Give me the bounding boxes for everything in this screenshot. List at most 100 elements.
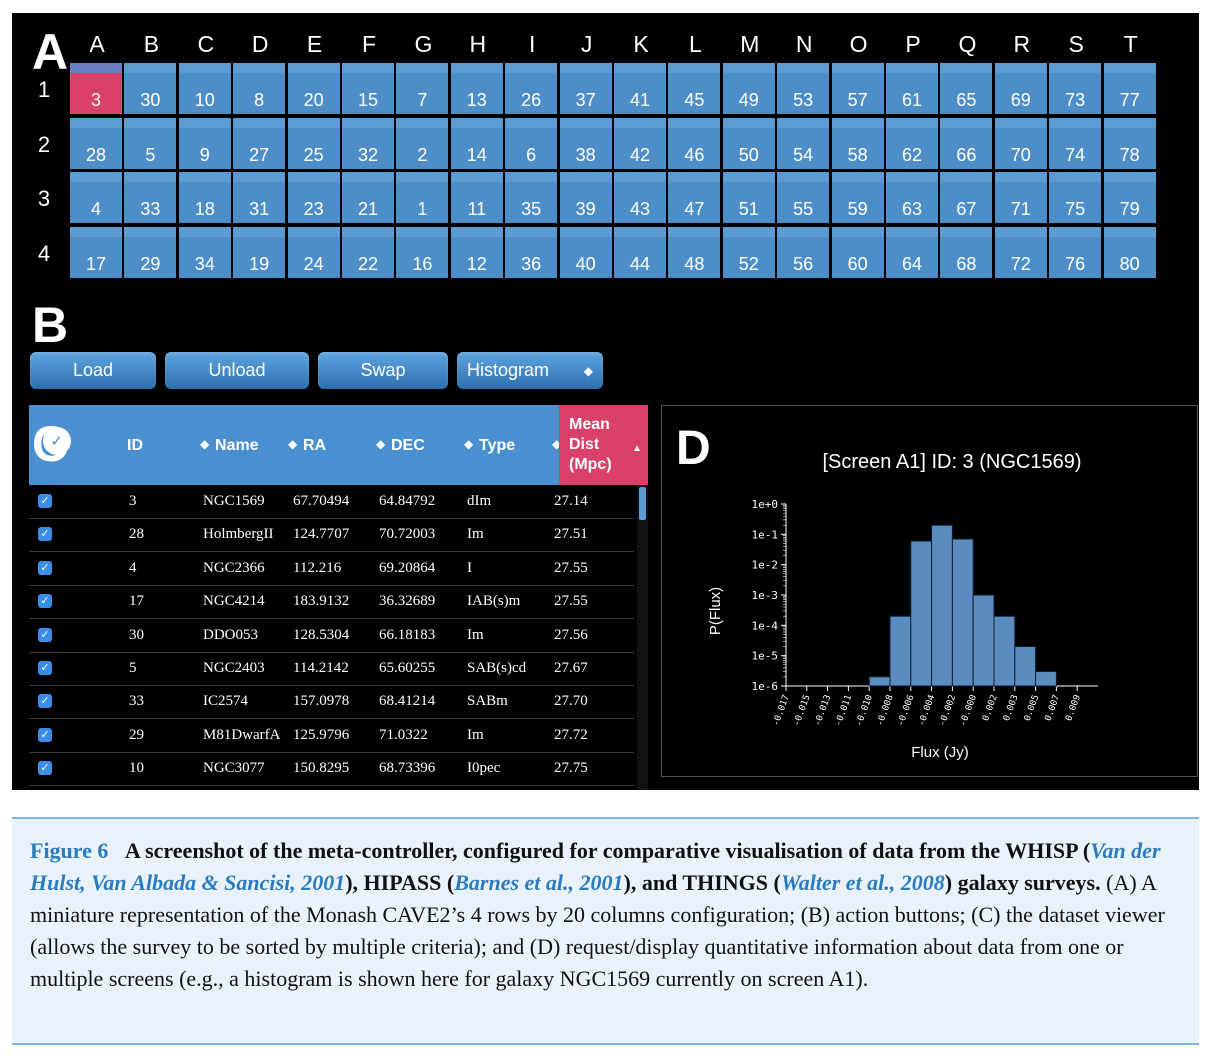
screen-tile[interactable]: 44 (614, 226, 666, 278)
screen-tile[interactable]: 28 (70, 117, 122, 169)
row-checkbox[interactable]: ✓ (38, 494, 52, 508)
screen-tile[interactable]: 33 (124, 172, 177, 223)
screen-tile[interactable]: 37 (559, 63, 612, 114)
screen-tile[interactable]: 41 (614, 63, 666, 114)
screen-tile[interactable]: 19 (233, 226, 286, 278)
screen-tile[interactable]: 52 (722, 226, 775, 278)
screen-tile[interactable]: 45 (668, 63, 721, 114)
col-header-id[interactable]: ID (127, 437, 143, 454)
screen-tile[interactable]: 39 (559, 172, 612, 223)
sort-icon[interactable]: ◆ (376, 437, 386, 451)
table-row[interactable]: ✓ 5 NGC2403 114.2142 65.60255 SAB(s)cd 27.67 (29, 652, 634, 686)
screen-tile[interactable]: 60 (831, 226, 884, 278)
screen-tile[interactable]: 77 (1103, 63, 1156, 114)
screen-tile[interactable]: 34 (178, 226, 231, 278)
screen-tile[interactable]: 32 (342, 117, 394, 169)
screen-tile[interactable]: 63 (886, 172, 938, 223)
screen-tile[interactable]: 16 (396, 226, 449, 278)
screen-tile[interactable]: 35 (505, 172, 558, 223)
screen-tile[interactable]: 11 (450, 172, 503, 223)
screen-tile[interactable]: 36 (505, 226, 558, 278)
screen-tile[interactable]: 5 (124, 117, 177, 169)
screen-tile[interactable]: 46 (668, 117, 721, 169)
load-button[interactable]: Load (30, 352, 156, 389)
screen-tile[interactable]: 38 (559, 117, 612, 169)
screen-tile[interactable]: 17 (70, 226, 122, 278)
screen-tile[interactable]: 61 (886, 63, 938, 114)
view-select[interactable]: Histogram ◆ (457, 352, 603, 389)
sort-icon[interactable]: ◆ (288, 437, 298, 451)
screen-tile[interactable]: 24 (287, 226, 340, 278)
screen-tile[interactable]: 47 (668, 172, 721, 223)
screen-tile[interactable]: 50 (722, 117, 775, 169)
screen-tile[interactable]: 42 (614, 117, 666, 169)
sort-icon[interactable]: ◆ (200, 437, 210, 451)
screen-tile[interactable]: 67 (940, 172, 993, 223)
table-row[interactable]: ✓ 10 NGC3077 150.8295 68.73396 I0pec 27.75 (29, 752, 634, 787)
screen-tile[interactable]: 66 (940, 117, 993, 169)
screen-tile[interactable]: 3 (70, 63, 122, 114)
screen-tile[interactable]: 25 (287, 117, 340, 169)
screen-tile[interactable]: 4 (70, 172, 122, 223)
screen-tile[interactable]: 49 (722, 63, 775, 114)
select-all-checkbox[interactable]: ✓ (43, 427, 71, 455)
screen-tile[interactable]: 69 (994, 63, 1047, 114)
row-checkbox[interactable]: ✓ (38, 627, 52, 642)
screen-tile[interactable]: 68 (940, 226, 993, 278)
screen-tile[interactable]: 40 (559, 226, 612, 278)
screen-tile[interactable]: 15 (342, 63, 394, 114)
caption-citation-1[interactable]: Van der Hulst, Van Albada & Sancisi, 200… (30, 838, 1161, 895)
screen-tile[interactable]: 14 (450, 117, 503, 169)
row-checkbox[interactable]: ✓ (38, 761, 52, 776)
screen-tile[interactable]: 54 (777, 117, 830, 169)
screen-tile[interactable]: 78 (1103, 117, 1156, 169)
screen-tile[interactable]: 64 (886, 226, 938, 278)
col-header-mean-dist[interactable]: Mean Dist (Mpc) ▲ (559, 405, 648, 485)
screen-tile[interactable]: 58 (831, 117, 884, 169)
screen-tile[interactable]: 73 (1049, 63, 1102, 114)
screen-tile[interactable]: 6 (505, 117, 558, 169)
screen-tile[interactable]: 21 (342, 172, 394, 223)
table-row[interactable]: ✓ 28 HolmbergII 124.7707 70.72003 Im 27.51 (29, 518, 634, 553)
table-row[interactable]: ✓ 33 IC2574 157.0978 68.41214 SABm 27.70 (29, 685, 634, 720)
table-row[interactable]: ✓ 17 NGC4214 183.9132 36.32689 IAB(s)m 27.55 (29, 585, 634, 620)
screen-tile[interactable]: 55 (777, 172, 830, 223)
screen-tile[interactable]: 18 (178, 172, 231, 223)
screen-tile[interactable]: 20 (287, 63, 340, 114)
screen-tile[interactable]: 23 (287, 172, 340, 223)
screen-tile[interactable]: 70 (994, 117, 1047, 169)
screen-tile[interactable]: 75 (1049, 172, 1102, 223)
screen-tile[interactable]: 43 (614, 172, 666, 223)
sort-icon[interactable]: ◆ (464, 437, 474, 451)
screen-tile[interactable]: 26 (505, 63, 558, 114)
screen-tile[interactable]: 51 (722, 172, 775, 223)
screen-tile[interactable]: 56 (777, 226, 830, 278)
row-checkbox[interactable]: ✓ (38, 661, 52, 675)
screen-tile[interactable]: 57 (831, 63, 884, 114)
screen-tile[interactable]: 65 (940, 63, 993, 114)
table-row[interactable]: ✓ 3 NGC1569 67.70494 64.84792 dIm 27.14 (29, 485, 634, 519)
screen-tile[interactable]: 59 (831, 172, 884, 223)
screen-tile[interactable]: 79 (1103, 172, 1156, 223)
col-header-name[interactable]: Name (215, 437, 259, 454)
col-header-type[interactable]: Type (479, 437, 516, 454)
row-checkbox[interactable]: ✓ (38, 694, 52, 709)
screen-tile[interactable]: 74 (1049, 117, 1102, 169)
row-checkbox[interactable]: ✓ (38, 594, 52, 609)
row-checkbox[interactable]: ✓ (38, 727, 52, 742)
screen-tile[interactable]: 72 (994, 226, 1047, 278)
screen-tile[interactable]: 30 (124, 63, 177, 114)
screen-tile[interactable]: 7 (396, 63, 449, 114)
col-header-dec[interactable]: DEC (391, 437, 425, 454)
screen-tile[interactable]: 31 (233, 172, 286, 223)
sort-icon[interactable]: ◆ (552, 437, 562, 451)
screen-tile[interactable]: 62 (886, 117, 938, 169)
screen-tile[interactable]: 71 (994, 172, 1047, 223)
col-header-ra[interactable]: RA (303, 437, 327, 454)
screen-tile[interactable]: 53 (777, 63, 830, 114)
screen-tile[interactable]: 13 (450, 63, 503, 114)
screen-tile[interactable]: 12 (450, 226, 503, 278)
screen-tile[interactable]: 9 (178, 117, 231, 169)
table-row[interactable]: ✓ 29 M81DwarfA 125.9796 71.0322 Im 27.72 (29, 719, 634, 753)
screen-tile[interactable]: 1 (396, 172, 449, 223)
